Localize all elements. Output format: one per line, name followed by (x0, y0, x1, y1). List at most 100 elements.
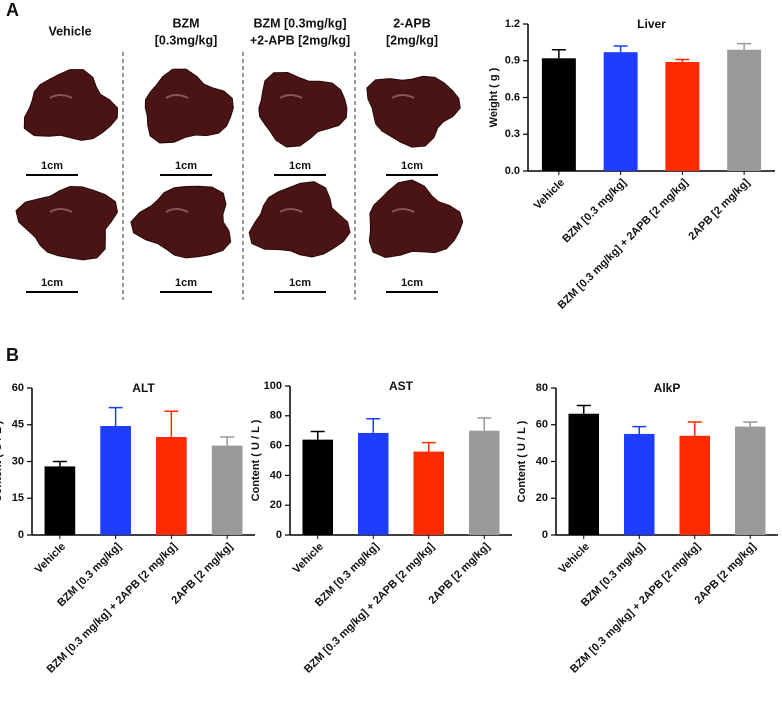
y-axis-label: Content ( U / L ) (250, 419, 262, 501)
liver-highlight (391, 208, 415, 213)
chart-title: AlkP (654, 381, 681, 395)
liver-highlight (49, 94, 73, 99)
x-tick-label: 2APB [2 mg/kg] (426, 540, 492, 606)
x-tick-label: 2APB [2 mg/kg] (169, 540, 235, 606)
y-tick-label: 20 (270, 499, 282, 511)
photo-header: [0.3mg/kg] (155, 33, 218, 47)
bar (734, 426, 766, 535)
liver-photo (15, 185, 119, 261)
x-tick-label: BZM [0.3 mg/kg] (560, 176, 629, 245)
photo-header: Vehicle (48, 24, 91, 38)
y-tick-label: 80 (536, 382, 548, 394)
y-tick-label: 80 (270, 410, 282, 422)
liver-photo (366, 75, 461, 148)
y-tick-label: 0.6 (505, 91, 520, 103)
y-tick-label: 30 (12, 455, 24, 467)
liver-highlight (165, 208, 189, 213)
error-bar (421, 441, 436, 452)
y-tick-label: 60 (12, 382, 24, 394)
scale-label: 1cm (41, 277, 63, 289)
y-tick-label: 1.2 (505, 18, 520, 30)
scale-label: 1cm (401, 160, 423, 172)
liver-photo (130, 185, 232, 259)
x-tick-label: Vehicle (291, 541, 326, 576)
bar (541, 58, 576, 171)
bar (302, 439, 334, 535)
error-bar (310, 430, 325, 440)
y-tick-label: 20 (536, 492, 548, 504)
error-bar (52, 460, 67, 467)
bar (357, 432, 389, 535)
error-bar (576, 404, 591, 414)
y-tick-label: 100 (264, 380, 282, 392)
y-tick-label: 15 (12, 492, 24, 504)
error-bar (632, 425, 647, 434)
photo-header: BZM [0.3mg/kg] (253, 16, 346, 30)
liver-photo (248, 181, 351, 258)
scale-label: 1cm (289, 277, 311, 289)
bar (211, 445, 243, 535)
bar (468, 430, 500, 535)
y-tick-label: 0.9 (505, 55, 520, 67)
y-tick-label: 0.3 (505, 128, 520, 140)
error-bar (687, 421, 702, 436)
y-axis-label: Weight ( g ) (488, 67, 500, 127)
y-axis-label: Content ( U / L ) (0, 420, 4, 502)
scale-label: 1cm (289, 160, 311, 172)
y-tick-label: 0 (542, 529, 548, 541)
photo-dividers (122, 52, 356, 300)
liver-highlight (279, 94, 303, 99)
x-tick-label: Vehicle (532, 177, 567, 212)
bar (100, 425, 131, 535)
photo-header: +2-APB [2mg/kg] (250, 33, 350, 47)
chart-title: ALT (132, 381, 155, 395)
panel-label: B (6, 345, 19, 365)
error-bar (220, 436, 235, 446)
liver-highlight (49, 208, 73, 213)
liver-highlight (165, 94, 189, 99)
error-bar (477, 417, 492, 431)
bar (568, 413, 600, 535)
y-tick-label: 60 (270, 440, 282, 452)
error-bar (675, 58, 690, 62)
photo-header: [2mg/kg] (386, 33, 438, 47)
bar (156, 437, 187, 535)
error-bar (164, 410, 179, 437)
bar (413, 451, 445, 535)
chart-title: AST (389, 379, 414, 393)
bar (727, 49, 762, 171)
panel-label: A (6, 0, 19, 20)
scale-label: 1cm (175, 277, 197, 289)
error-bar (613, 45, 628, 53)
x-tick-label: Vehicle (33, 541, 68, 576)
scale-label: 1cm (175, 160, 197, 172)
photo-header: 2-APB (393, 16, 431, 30)
y-tick-label: 40 (536, 455, 548, 467)
error-bar (551, 48, 566, 59)
error-bar (737, 42, 752, 50)
bar (679, 435, 711, 535)
bar (665, 61, 700, 171)
liver-photo (258, 71, 348, 148)
bar (603, 52, 638, 171)
photo-header: BZM (172, 16, 199, 30)
y-tick-label: 0 (18, 529, 24, 541)
liver-photo (144, 68, 234, 144)
error-bar (108, 406, 123, 426)
x-tick-label: Vehicle (557, 541, 592, 576)
error-bar (743, 421, 758, 427)
y-tick-label: 0 (276, 529, 282, 541)
bar (44, 466, 76, 535)
chart-title: Liver (637, 17, 666, 31)
liver-highlight (391, 94, 415, 99)
x-tick-label: 2APB [2 mg/kg] (686, 176, 752, 242)
liver-photo (23, 69, 119, 141)
liver-photo (368, 179, 464, 259)
bar (623, 433, 655, 535)
y-axis-label: Content ( U / L ) (516, 420, 528, 502)
scale-label: 1cm (41, 160, 63, 172)
liver-highlight (279, 208, 303, 213)
x-tick-label: 2APB [2 mg/kg] (692, 540, 758, 606)
y-tick-label: 0.0 (505, 165, 520, 177)
